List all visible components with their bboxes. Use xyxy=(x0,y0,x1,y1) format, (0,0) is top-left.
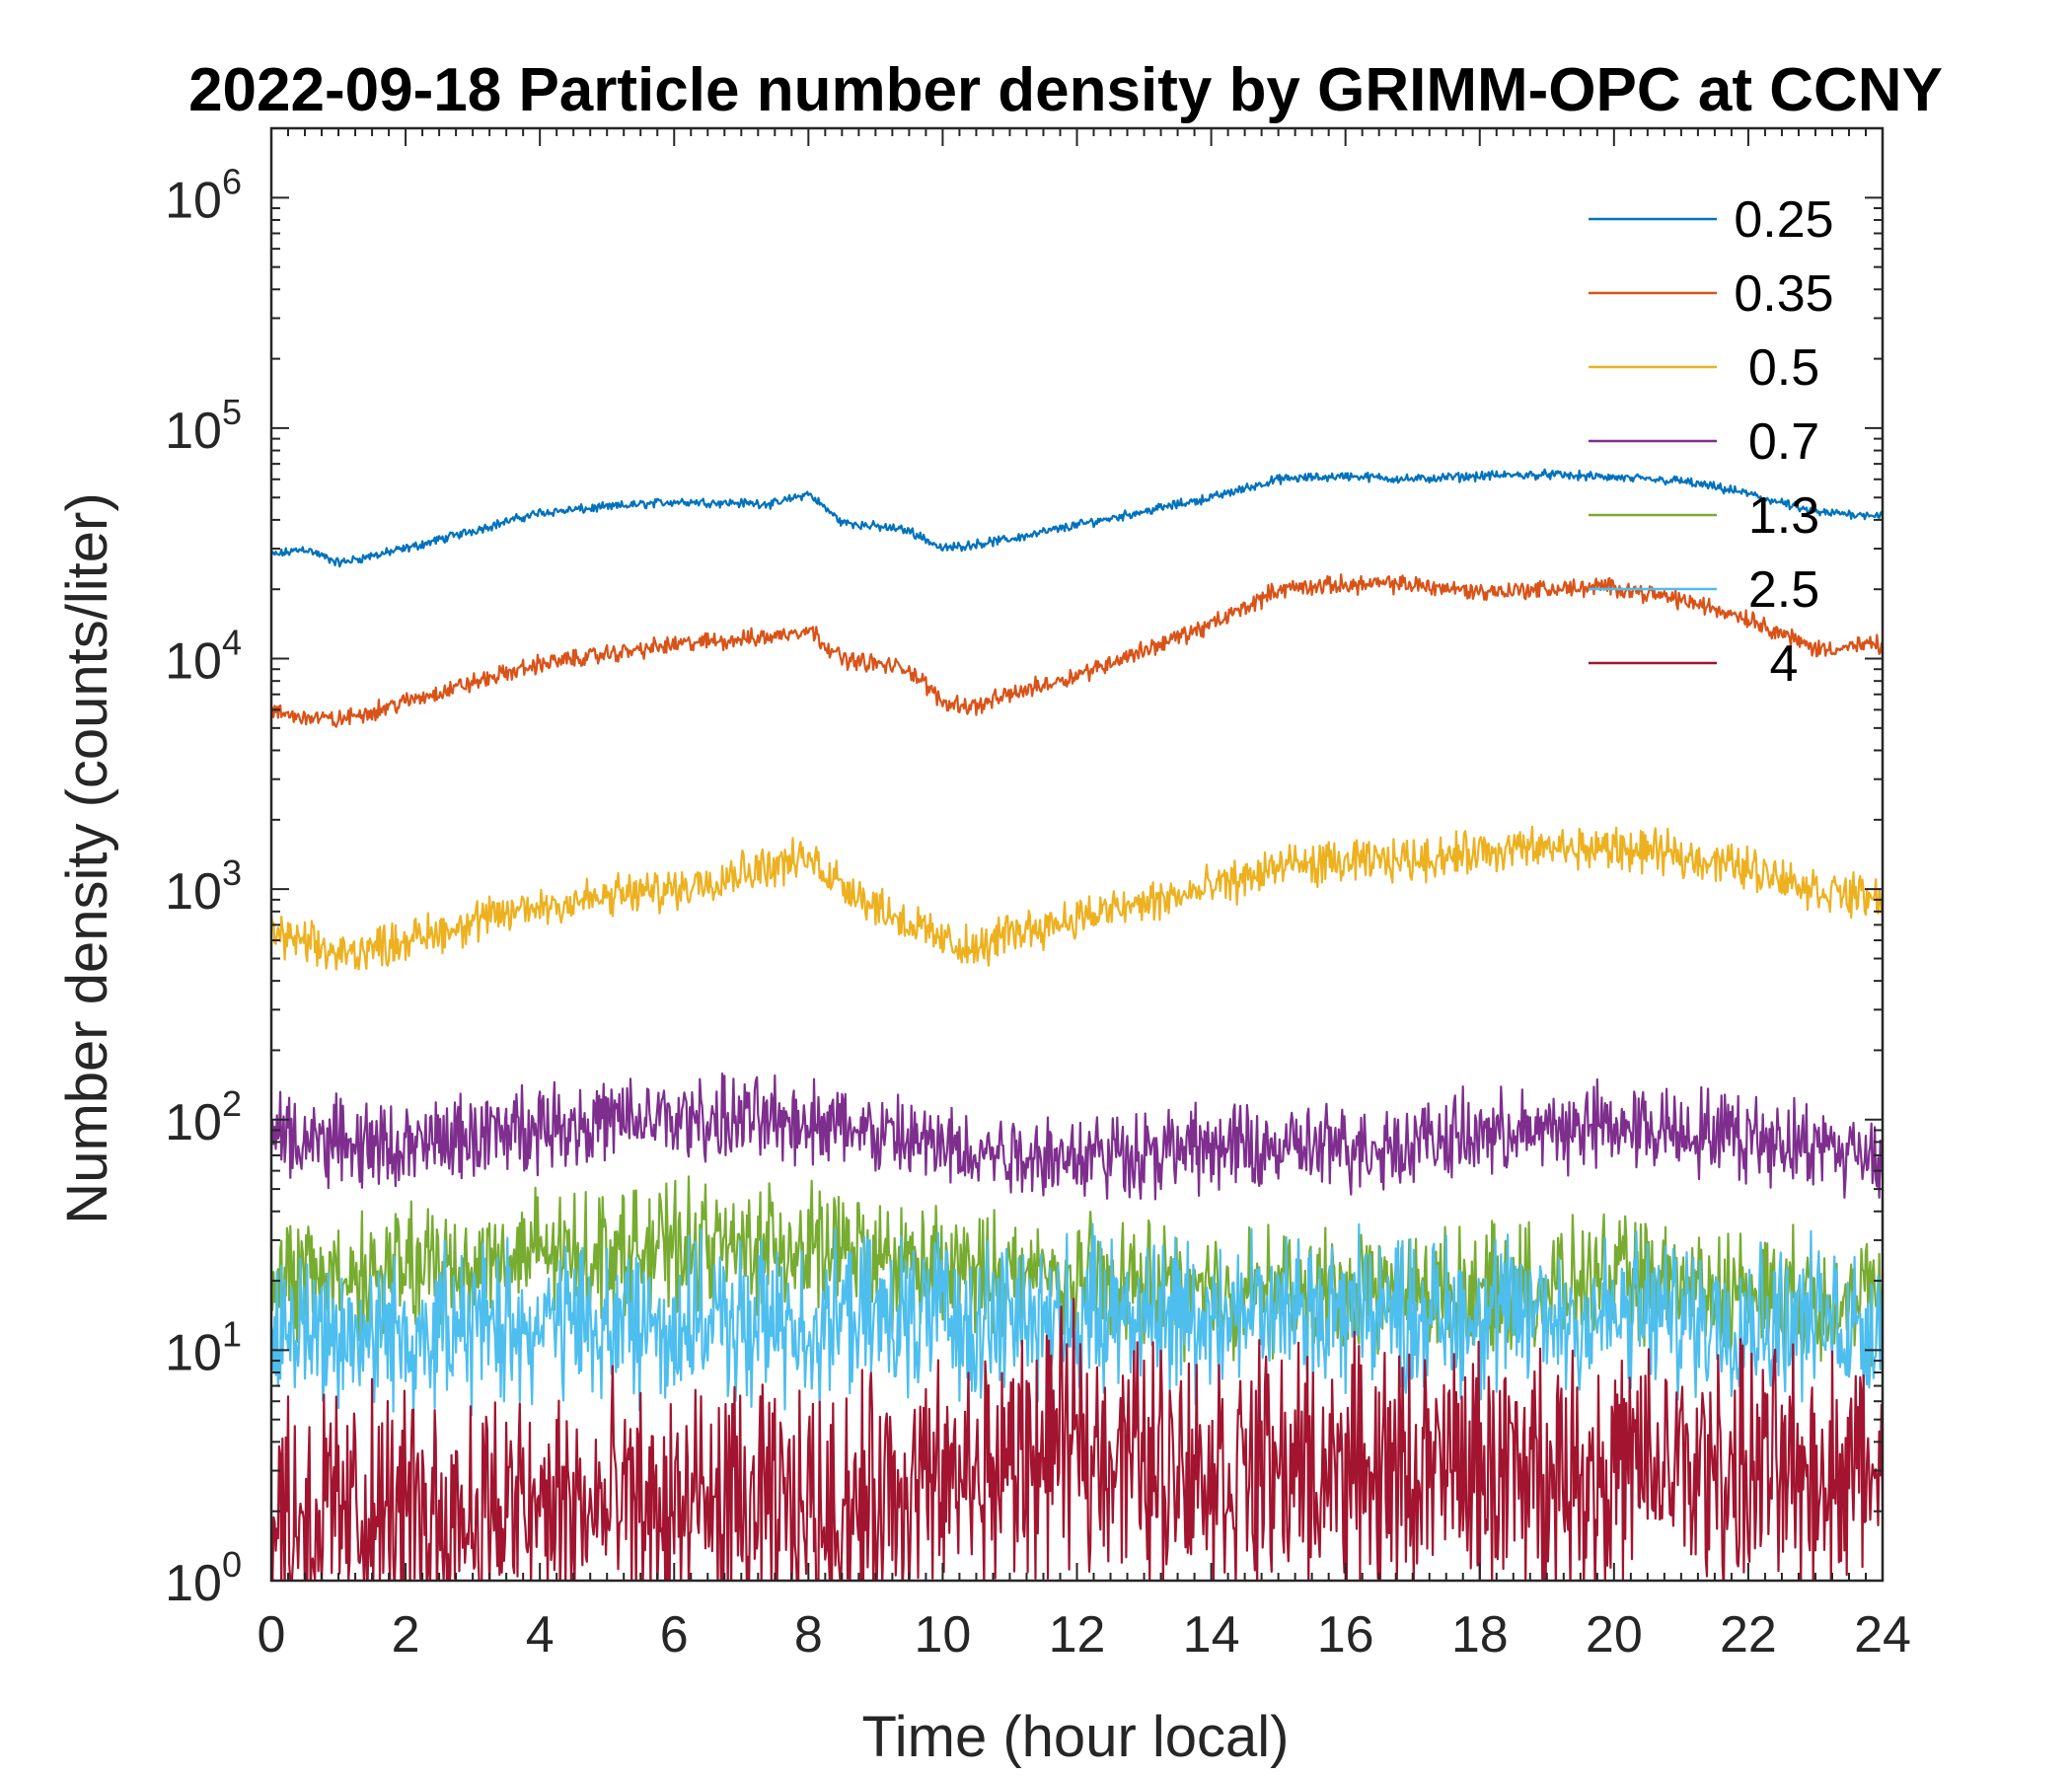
legend-label: 0.35 xyxy=(1734,265,1833,323)
x-tick-label: 20 xyxy=(1586,1606,1643,1664)
x-tick-label: 24 xyxy=(1854,1606,1911,1664)
x-tick-label: 16 xyxy=(1317,1606,1374,1664)
legend-label: 0.5 xyxy=(1748,339,1819,397)
series-line-4 xyxy=(271,1297,1883,1581)
series-line-0-7 xyxy=(271,1073,1883,1201)
legend: 0.25 0.35 0.5 0.7 1.3 2.5 4 xyxy=(1589,191,1834,693)
x-tick-label: 2 xyxy=(392,1606,420,1664)
legend-label: 1.3 xyxy=(1748,487,1819,545)
x-tick-label: 6 xyxy=(660,1606,689,1664)
chart-title: 2022-09-18 Particle number density by GR… xyxy=(188,56,1943,124)
legend-label: 0.25 xyxy=(1734,191,1833,249)
series-line-0-25 xyxy=(271,468,1883,568)
series-lines xyxy=(271,468,1883,1581)
x-tick-label: 8 xyxy=(794,1606,823,1664)
plot-area xyxy=(271,468,1883,1581)
y-tick-label: 106 xyxy=(165,161,242,229)
series-line-2-5 xyxy=(271,1222,1883,1419)
x-tick-label: 10 xyxy=(914,1606,971,1664)
x-tick-label: 0 xyxy=(258,1606,286,1664)
x-tick-label: 22 xyxy=(1720,1606,1777,1664)
y-tick-label: 105 xyxy=(165,392,242,460)
series-line-0-35 xyxy=(271,573,1883,728)
y-tick-label: 101 xyxy=(165,1313,242,1381)
legend-label: 0.7 xyxy=(1748,413,1819,471)
y-tick-label: 104 xyxy=(165,623,242,691)
y-tick-label: 102 xyxy=(165,1083,242,1151)
series-line-0-5 xyxy=(271,825,1883,971)
x-tick-label: 4 xyxy=(526,1606,555,1664)
legend-label: 4 xyxy=(1770,635,1799,693)
x-tick-label: 12 xyxy=(1049,1606,1106,1664)
x-axis-label: Time (hour local) xyxy=(862,1705,1290,1769)
axes: 0 2 4 6 8 10 12 14 16 18 20 22 241001011021031041051… xyxy=(165,126,1911,1664)
y-tick-label: 100 xyxy=(165,1544,242,1612)
y-axis-label: Number density (counts/liter) xyxy=(55,492,119,1223)
x-tick-label: 18 xyxy=(1451,1606,1509,1664)
legend-label: 2.5 xyxy=(1748,561,1819,619)
y-tick-label: 103 xyxy=(165,852,242,921)
x-tick-label: 14 xyxy=(1183,1606,1240,1664)
